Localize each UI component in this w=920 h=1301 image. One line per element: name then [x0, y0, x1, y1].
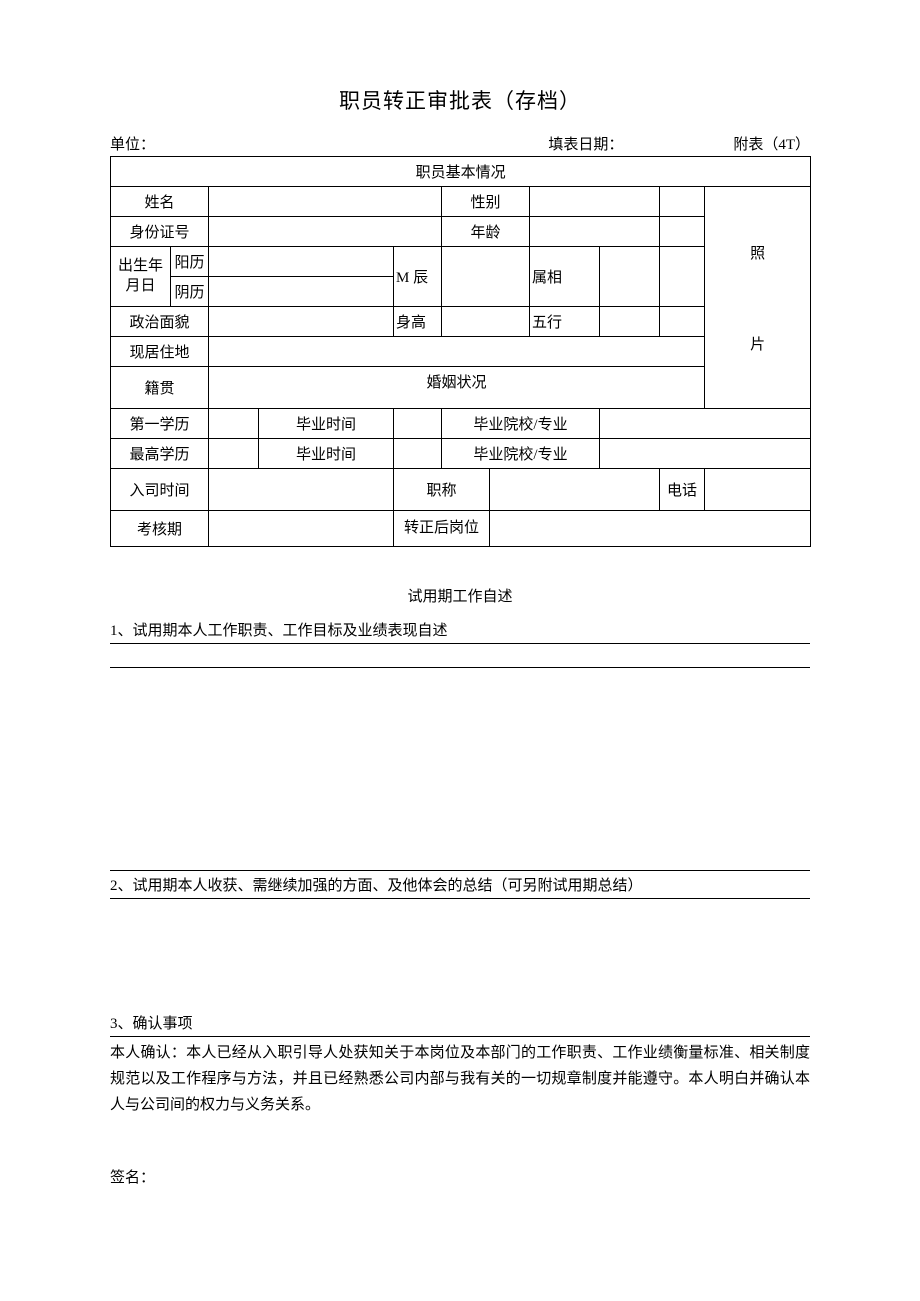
appendix-label: 附表（4T）: [733, 133, 810, 154]
val-blank3: [660, 247, 705, 307]
val-phone: [705, 469, 811, 511]
photo-cell: 照 片: [705, 187, 811, 409]
val-blank2: [660, 217, 705, 247]
val-joindate: [209, 469, 394, 511]
question-3: 3、确认事项: [110, 1009, 810, 1037]
label-solar: 阳历: [171, 247, 209, 277]
val-wuxing: [600, 307, 660, 337]
label-gender: 性别: [442, 187, 530, 217]
label-edu1: 第一学历: [111, 409, 209, 439]
val-probation: [209, 511, 394, 547]
section2-title: 试用期工作自述: [110, 585, 810, 606]
photo-label-1: 照: [707, 242, 808, 263]
question-2: 2、试用期本人收获、需继续加强的方面、及他体会的总结（可另附试用期总结）: [110, 870, 810, 899]
label-mchen: M 辰: [394, 247, 442, 307]
val-height: [442, 307, 530, 337]
val-residence: [209, 337, 705, 367]
date-label: 填表日期：: [548, 133, 623, 154]
val-idno: [209, 217, 442, 247]
label-birth: 出生年月日: [111, 247, 171, 307]
val-solar: [209, 247, 394, 277]
label-marital: 婚姻状况: [209, 367, 705, 409]
label-gradtime2: 毕业时间: [259, 439, 394, 469]
label-lunar: 阴历: [171, 277, 209, 307]
val-gradtime1: [394, 409, 442, 439]
val-edu2: [209, 439, 259, 469]
val-blank4: [660, 307, 705, 337]
page-title: 职员转正审批表（存档）: [110, 85, 810, 115]
label-joindate: 入司时间: [111, 469, 209, 511]
val-politics: [209, 307, 394, 337]
val-name: [209, 187, 442, 217]
label-idno: 身份证号: [111, 217, 209, 247]
label-height: 身高: [394, 307, 442, 337]
label-postafter: 转正后岗位: [394, 511, 490, 547]
blank-line: [110, 644, 810, 668]
confirm-text: 本人确认：本人已经从入职引导人处获知关于本岗位及本部门的工作职责、工作业绩衡量标…: [110, 1041, 810, 1118]
val-gradschool1: [600, 409, 811, 439]
signature-label: 签名：: [110, 1166, 810, 1187]
question-1: 1、试用期本人工作职责、工作目标及业绩表现自述: [110, 616, 810, 644]
label-age: 年龄: [442, 217, 530, 247]
val-edu1: [209, 409, 259, 439]
val-blank: [660, 187, 705, 217]
label-jobtitle: 职称: [394, 469, 490, 511]
section1-title: 职员基本情况: [111, 157, 811, 187]
label-phone: 电话: [660, 469, 705, 511]
label-wuxing: 五行: [530, 307, 600, 337]
photo-label-2: 片: [707, 333, 808, 354]
val-zodiac: [600, 247, 660, 307]
unit-label: 单位：: [110, 133, 548, 154]
val-age: [530, 217, 660, 247]
val-postafter: [490, 511, 811, 547]
val-jobtitle: [490, 469, 660, 511]
label-gradschool1: 毕业院校/专业: [442, 409, 600, 439]
label-name: 姓名: [111, 187, 209, 217]
header-row: 单位： 填表日期： 附表（4T）: [110, 133, 810, 154]
label-zodiac: 属相: [530, 247, 600, 307]
val-mchen: [442, 247, 530, 307]
label-gradtime1: 毕业时间: [259, 409, 394, 439]
label-edu2: 最高学历: [111, 439, 209, 469]
val-lunar: [209, 277, 394, 307]
val-gradschool2: [600, 439, 811, 469]
label-politics: 政治面貌: [111, 307, 209, 337]
label-probation: 考核期: [111, 511, 209, 547]
label-residence: 现居住地: [111, 337, 209, 367]
main-table: 职员基本情况 姓名 性别 照 片 身份证号 年龄 出生年月日 阳历 M 辰 属相…: [110, 156, 811, 547]
val-gender: [530, 187, 660, 217]
label-gradschool2: 毕业院校/专业: [442, 439, 600, 469]
val-gradtime2: [394, 439, 442, 469]
label-native: 籍贯: [111, 367, 209, 409]
